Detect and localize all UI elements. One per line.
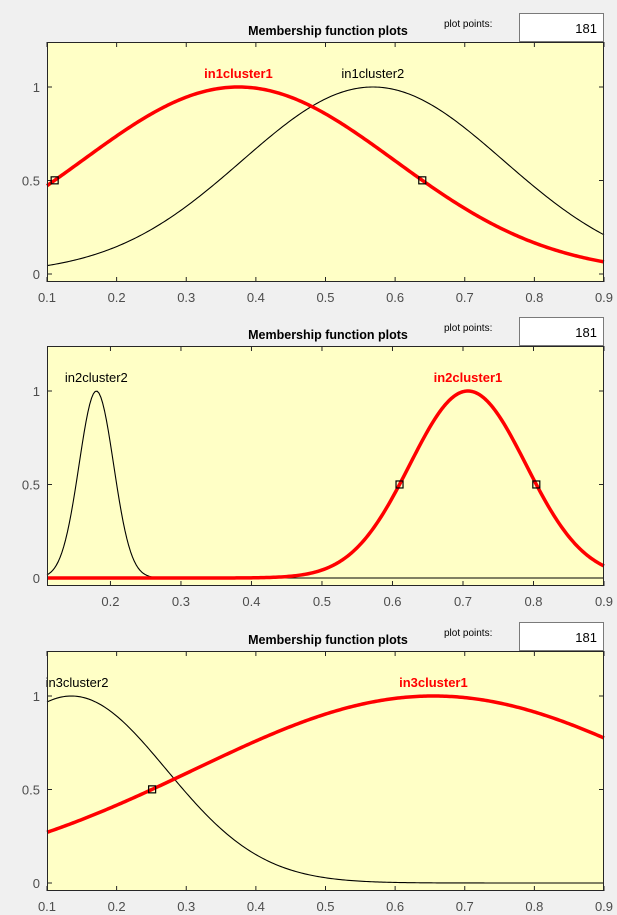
x-tick-label: 0.3	[172, 594, 190, 609]
plot-area[interactable]	[47, 346, 604, 586]
x-tick-label: 0.4	[247, 290, 265, 305]
x-tick-label: 0.5	[313, 594, 331, 609]
mf-label-in2cluster1[interactable]: in2cluster1	[434, 370, 503, 385]
y-tick-label: 0	[33, 876, 40, 891]
plot-points-value[interactable]: 181	[575, 630, 597, 645]
plot-title: Membership function plots	[248, 633, 408, 647]
x-tick-label: 0.8	[525, 899, 543, 914]
x-tick-label: 0.2	[108, 899, 126, 914]
plot-points-label: plot points:	[444, 19, 492, 30]
x-tick-label: 0.5	[316, 899, 334, 914]
x-tick-label: 0.8	[524, 594, 542, 609]
y-tick-label: 0.5	[22, 174, 40, 189]
mf-label-in3cluster1[interactable]: in3cluster1	[399, 675, 468, 690]
plot-points-label: plot points:	[444, 628, 492, 639]
mf-curve-in1cluster2[interactable]	[46, 86, 605, 267]
x-tick-label: 0.6	[386, 899, 404, 914]
y-tick-label: 1	[33, 80, 40, 95]
x-tick-label: 0.4	[247, 899, 265, 914]
chart-panel-2[interactable]: Membership function plots plot points: 181…	[0, 312, 617, 609]
chart-panel-3[interactable]: Membership function plots plot points: 181…	[0, 617, 617, 914]
mf-handle-marker[interactable]	[395, 480, 404, 489]
mf-handle-marker[interactable]	[50, 176, 59, 185]
x-tick-label: 0.5	[316, 290, 334, 305]
plot-points-value[interactable]: 181	[575, 21, 597, 36]
axes-box	[47, 651, 604, 891]
mf-label-in1cluster1[interactable]: in1cluster1	[204, 66, 273, 81]
plot-points-value[interactable]: 181	[575, 325, 597, 340]
x-tick-label: 0.7	[454, 594, 472, 609]
mf-handle-marker[interactable]	[532, 480, 541, 489]
mf-curve-in1cluster1[interactable]	[46, 85, 605, 264]
chart-panel-1[interactable]: Membership function plots plot points: 181…	[0, 8, 617, 305]
mf-curve-in2cluster1[interactable]	[47, 389, 605, 580]
y-tick-label: 0	[33, 571, 40, 586]
y-tick-label: 1	[33, 689, 40, 704]
y-tick-label: 0.5	[22, 783, 40, 798]
x-tick-label: 0.1	[38, 899, 56, 914]
y-tick-label: 0.5	[22, 478, 40, 493]
x-tick-label: 0.2	[101, 594, 119, 609]
axes-box	[47, 42, 604, 282]
plot-area[interactable]	[47, 651, 604, 891]
mf-curve-in3cluster2[interactable]	[46, 695, 604, 884]
mf-label-in3cluster2[interactable]: in3cluster2	[46, 675, 109, 690]
x-tick-label: 0.1	[38, 290, 56, 305]
x-tick-label: 0.3	[177, 290, 195, 305]
x-tick-label: 0.4	[242, 594, 260, 609]
x-tick-label: 0.8	[525, 290, 543, 305]
y-tick-label: 0	[33, 267, 40, 282]
mf-handle-marker[interactable]	[418, 176, 427, 185]
plot-points-label: plot points:	[444, 323, 492, 334]
mf-label-in2cluster2[interactable]: in2cluster2	[65, 370, 128, 385]
x-tick-label: 0.9	[595, 899, 613, 914]
mf-handle-marker[interactable]	[148, 785, 157, 794]
mf-label-in1cluster2[interactable]: in1cluster2	[341, 66, 404, 81]
plot-title: Membership function plots	[248, 24, 408, 38]
plot-points-input[interactable]	[519, 317, 604, 346]
plot-points-input[interactable]	[519, 13, 604, 42]
plot-points-input[interactable]	[519, 622, 604, 651]
plot-title: Membership function plots	[248, 328, 408, 342]
mf-curve-in2cluster2[interactable]	[46, 390, 604, 579]
x-tick-label: 0.9	[595, 290, 613, 305]
x-tick-label: 0.3	[177, 899, 195, 914]
x-tick-label: 0.7	[456, 290, 474, 305]
x-tick-label: 0.6	[383, 594, 401, 609]
axes-box	[47, 346, 604, 586]
x-tick-label: 0.9	[595, 594, 613, 609]
plot-area[interactable]	[47, 42, 604, 282]
mf-curve-in3cluster1[interactable]	[46, 694, 605, 834]
x-tick-label: 0.6	[386, 290, 404, 305]
y-tick-label: 1	[33, 384, 40, 399]
x-tick-label: 0.7	[456, 899, 474, 914]
x-tick-label: 0.2	[108, 290, 126, 305]
